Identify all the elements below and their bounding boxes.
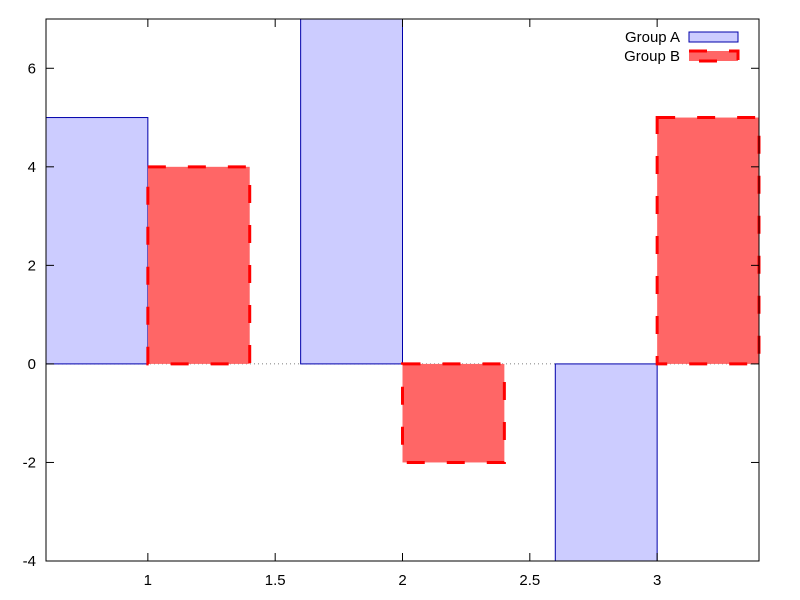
x-tick-label: 2: [398, 572, 406, 589]
bar-series2-3: [655, 116, 761, 366]
legend-swatch-1: [688, 31, 739, 43]
y-tick-label: -2: [23, 454, 36, 471]
y-tick-label: 4: [28, 159, 36, 176]
legend: Group A Group B: [624, 29, 740, 65]
bar-series1-3: [554, 363, 658, 562]
series-group-2: [146, 116, 761, 464]
legend-swatch-2: [687, 49, 740, 63]
x-tick-label: 1: [144, 572, 152, 589]
y-tick-label: 0: [28, 356, 36, 373]
bar-series2-2: [401, 362, 506, 464]
x-tick-label: 1.5: [265, 572, 286, 589]
y-tick-label: 2: [28, 257, 36, 274]
bar-series1-2: [300, 18, 403, 365]
x-tick-label: 3: [653, 572, 661, 589]
x-tick-label: 2.5: [519, 572, 540, 589]
bar-series2-1: [146, 165, 252, 366]
bar-series1-1: [45, 117, 149, 365]
series-group-1: [45, 18, 658, 562]
y-tick-label: -4: [23, 553, 36, 570]
legend-label-2: Group B: [624, 48, 680, 65]
legend-label-1: Group A: [625, 29, 680, 46]
y-tick-label: 6: [28, 60, 36, 77]
